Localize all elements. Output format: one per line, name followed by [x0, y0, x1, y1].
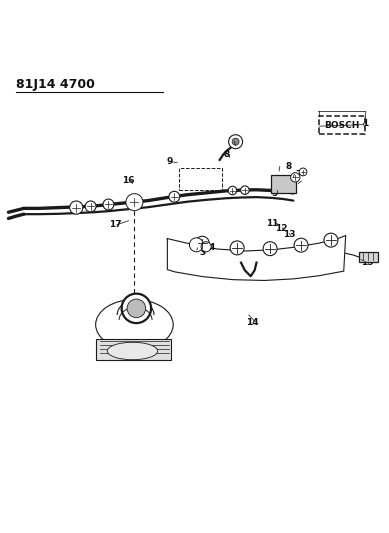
- Circle shape: [103, 199, 114, 210]
- Text: 8: 8: [285, 162, 291, 171]
- Circle shape: [189, 238, 203, 252]
- Bar: [179, 168, 223, 190]
- Circle shape: [263, 241, 277, 256]
- Circle shape: [195, 236, 209, 250]
- Text: 5: 5: [271, 189, 277, 198]
- Text: 81J14 4700: 81J14 4700: [16, 78, 95, 91]
- Bar: [359, 252, 378, 262]
- Text: 3: 3: [199, 248, 205, 257]
- Circle shape: [324, 233, 338, 247]
- Bar: [319, 116, 365, 134]
- Text: 14: 14: [246, 318, 259, 327]
- Circle shape: [85, 201, 96, 212]
- Text: BOSCH: BOSCH: [324, 120, 359, 130]
- Text: 17: 17: [109, 220, 121, 229]
- Circle shape: [294, 238, 308, 252]
- Text: 9: 9: [166, 157, 172, 166]
- Circle shape: [241, 186, 249, 195]
- Text: 11: 11: [266, 220, 278, 228]
- Text: 1: 1: [362, 118, 368, 127]
- Circle shape: [122, 294, 151, 323]
- Circle shape: [127, 299, 145, 318]
- Text: 2: 2: [191, 244, 198, 253]
- Text: 10: 10: [227, 137, 240, 146]
- Text: 4: 4: [209, 244, 215, 253]
- Circle shape: [201, 241, 211, 252]
- Text: 8: 8: [223, 150, 230, 159]
- Circle shape: [299, 168, 307, 176]
- Ellipse shape: [96, 300, 173, 350]
- FancyBboxPatch shape: [96, 340, 171, 360]
- Text: 15: 15: [361, 258, 373, 267]
- Ellipse shape: [107, 342, 158, 360]
- Circle shape: [232, 138, 239, 145]
- Circle shape: [229, 135, 243, 149]
- Text: 12: 12: [275, 224, 288, 233]
- Circle shape: [169, 191, 180, 202]
- FancyBboxPatch shape: [271, 175, 296, 193]
- Text: 13: 13: [283, 230, 296, 239]
- Circle shape: [228, 186, 237, 195]
- Circle shape: [128, 196, 141, 209]
- Text: 6: 6: [288, 177, 294, 185]
- Text: 16: 16: [123, 176, 135, 185]
- Circle shape: [291, 173, 300, 182]
- Text: 7: 7: [295, 169, 301, 179]
- Circle shape: [126, 193, 143, 211]
- Circle shape: [230, 241, 244, 255]
- Circle shape: [70, 201, 83, 214]
